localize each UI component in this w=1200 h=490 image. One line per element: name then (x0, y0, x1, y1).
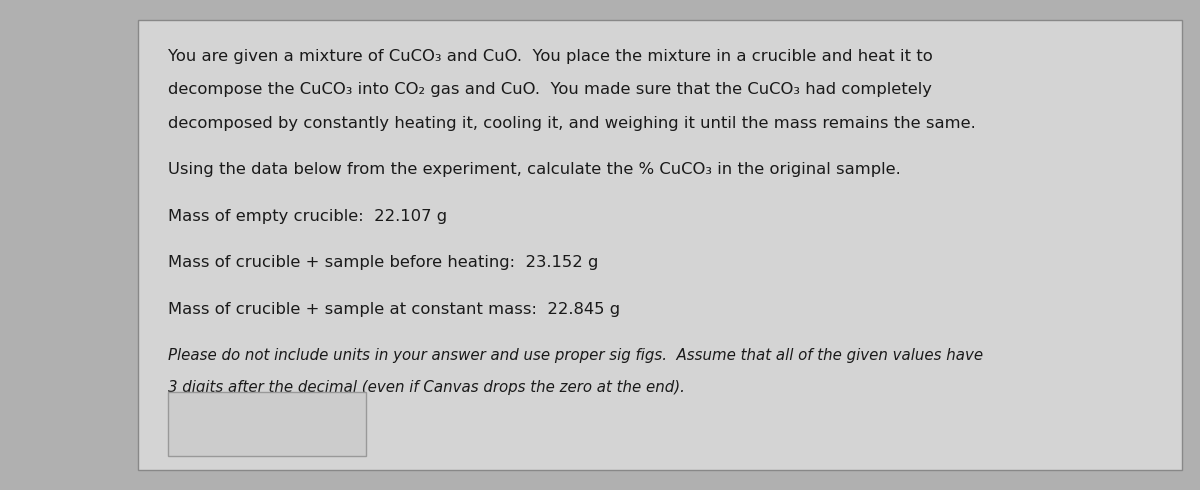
Text: decomposed by constantly heating it, cooling it, and weighing it until the mass : decomposed by constantly heating it, coo… (168, 116, 976, 131)
Text: Using the data below from the experiment, calculate the % CuCO₃ in the original : Using the data below from the experiment… (168, 162, 901, 177)
Text: Please do not include units in your answer and use proper sig figs.  Assume that: Please do not include units in your answ… (168, 348, 983, 364)
FancyBboxPatch shape (168, 392, 366, 456)
Bar (138, 20, 1182, 470)
Text: Mass of empty crucible:  22.107 g: Mass of empty crucible: 22.107 g (168, 209, 448, 224)
Text: Mass of crucible + sample at constant mass:  22.845 g: Mass of crucible + sample at constant ma… (168, 302, 620, 317)
Text: decompose the CuCO₃ into CO₂ gas and CuO.  You made sure that the CuCO₃ had comp: decompose the CuCO₃ into CO₂ gas and CuO… (168, 82, 932, 98)
Text: 3 digits after the decimal (even if Canvas drops the zero at the end).: 3 digits after the decimal (even if Canv… (168, 380, 685, 395)
Text: Mass of crucible + sample before heating:  23.152 g: Mass of crucible + sample before heating… (168, 255, 599, 270)
Text: You are given a mixture of CuCO₃ and CuO.  You place the mixture in a crucible a: You are given a mixture of CuCO₃ and CuO… (168, 49, 932, 64)
